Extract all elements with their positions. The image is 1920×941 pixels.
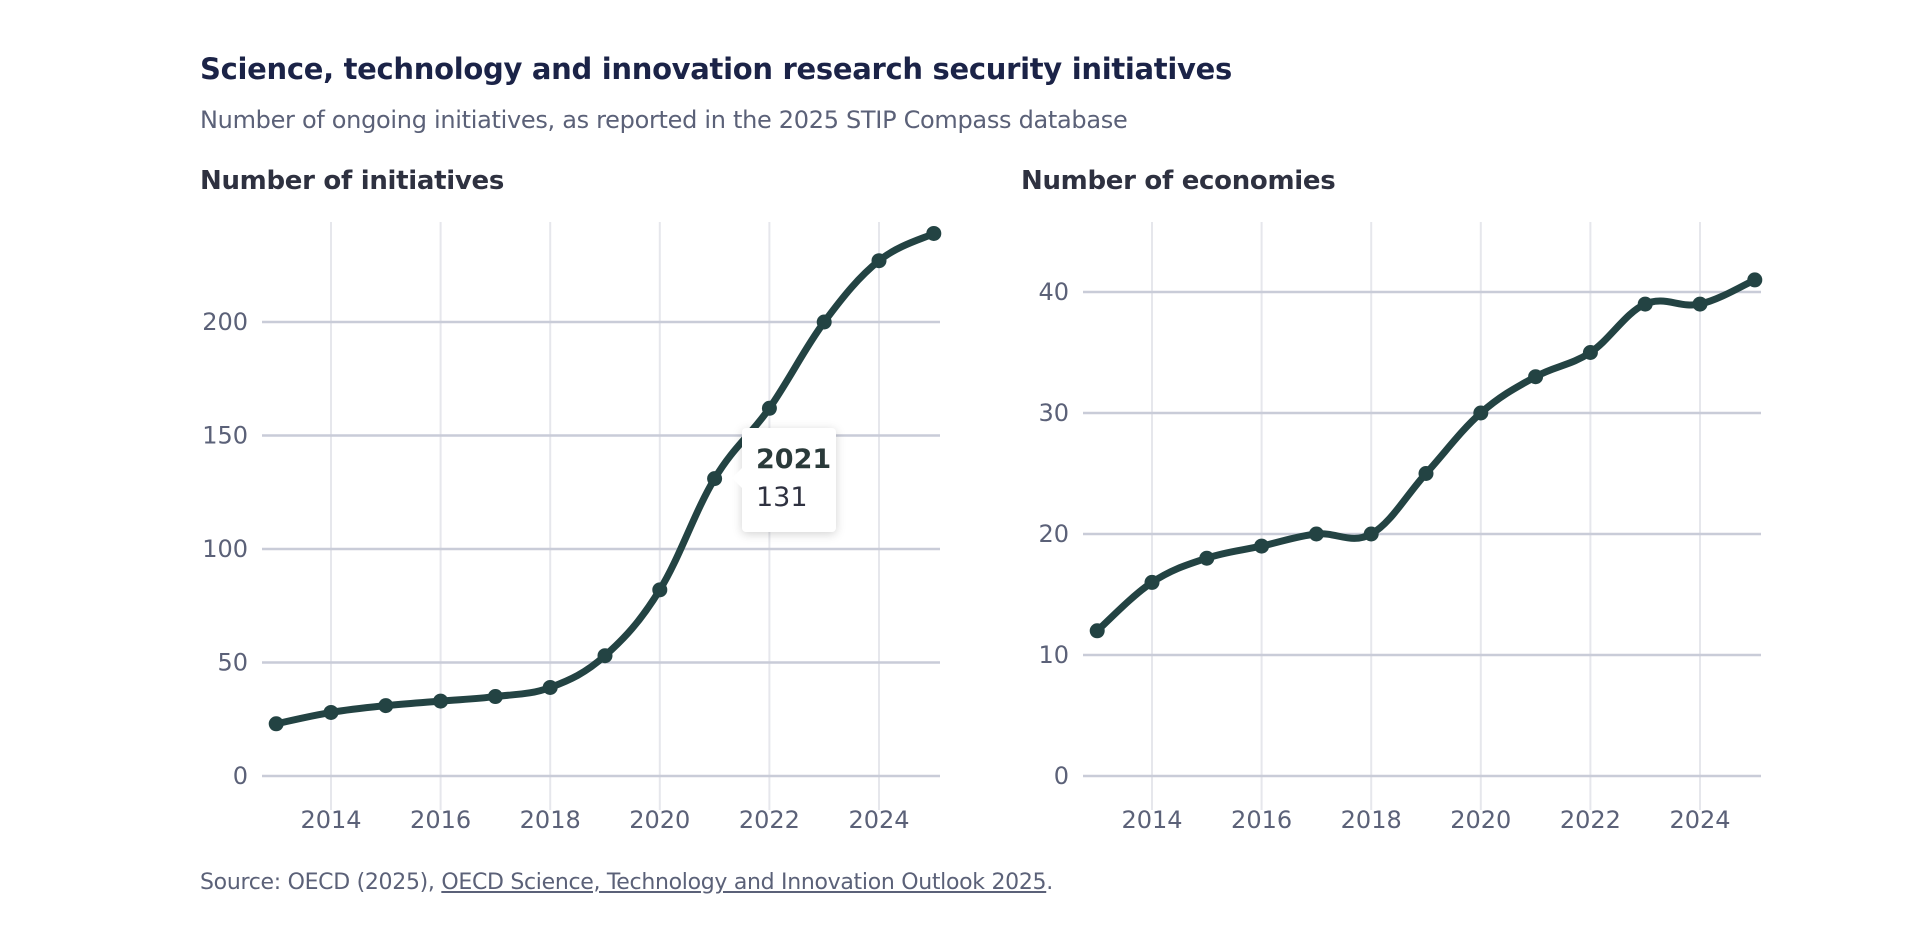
source-prefix: Source: OECD (2025), [200,870,442,895]
data-point[interactable] [1692,296,1708,312]
x-tick-label: 2018 [1341,806,1402,834]
y-tick-label: 20 [1038,520,1069,548]
data-point[interactable] [1747,272,1763,288]
tooltip-value: 131 [756,482,808,513]
y-tick-label: 30 [1038,399,1069,427]
y-tick-label: 10 [1038,641,1069,669]
x-tick-label: 2016 [1231,806,1292,834]
data-point[interactable] [1144,574,1160,590]
data-point[interactable] [1582,345,1598,360]
series-line [1093,276,1759,635]
y-tick-label: 100 [202,535,248,563]
data-point[interactable] [1089,623,1105,639]
economies-chart: 2014 2016 2018 2020 2022 2024 0 10 20 30 40 [1038,222,1763,834]
data-point[interactable] [652,582,668,598]
x-tick-label: 2024 [848,806,909,834]
data-point[interactable] [378,698,394,714]
data-point[interactable] [1418,466,1434,481]
data-point[interactable] [1637,296,1653,312]
x-tick-label: 2018 [520,806,581,834]
data-point[interactable] [268,716,284,732]
data-point[interactable] [926,225,942,241]
right-panel-title: Number of economies [1021,166,1336,196]
x-tick-label: 2022 [1560,806,1621,834]
x-tick-label: 2014 [300,806,361,834]
source-link[interactable]: OECD Science, Technology and Innovation … [441,870,1047,895]
x-tick-label: 2022 [739,806,800,834]
chart-subtitle: Number of ongoing initiatives, as report… [200,106,1128,134]
data-point[interactable] [1254,538,1270,554]
source-suffix: . [1046,870,1053,895]
x-tick-label: 2014 [1121,806,1182,834]
data-point[interactable] [707,471,723,487]
initiatives-chart: 2014 2016 2018 2020 2022 2024 0 50 100 150 200 [202,222,942,834]
data-tooltip: 2021 131 [732,428,836,532]
data-point[interactable] [1473,405,1489,421]
y-tick-label: 150 [202,422,248,450]
y-tick-label: 200 [202,308,248,336]
y-tick-label: 0 [233,762,248,790]
x-tick-label: 2020 [629,806,690,834]
data-point[interactable] [816,314,832,330]
data-point[interactable] [1199,550,1215,566]
data-point[interactable] [1363,526,1379,542]
x-tick-label: 2020 [1450,806,1511,834]
data-point[interactable] [597,648,613,664]
left-panel-title: Number of initiatives [200,166,505,196]
data-point[interactable] [487,689,503,705]
y-tick-label: 50 [217,649,248,677]
x-tick-label: 2024 [1669,806,1730,834]
x-tick-label: 2016 [410,806,471,834]
data-point[interactable] [761,400,777,416]
chart-title: Science, technology and innovation resea… [200,52,1232,86]
data-point[interactable] [1308,526,1324,542]
y-tick-label: 0 [1054,762,1069,790]
data-point[interactable] [1528,369,1544,385]
y-tick-label: 40 [1038,278,1069,306]
data-point[interactable] [871,253,887,269]
data-point[interactable] [542,679,558,695]
tooltip-year: 2021 [756,444,832,475]
data-point[interactable] [323,704,339,720]
source-note: Source: OECD (2025), OECD Science, Techn… [200,870,1053,895]
data-point[interactable] [433,693,449,709]
